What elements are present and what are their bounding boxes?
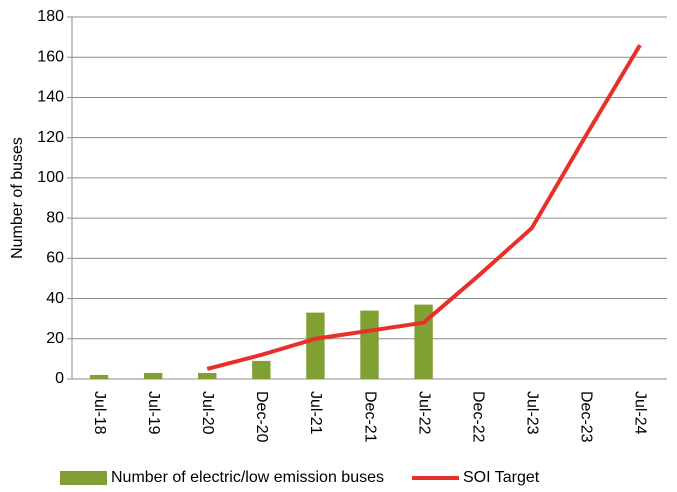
x-tick-label: Jul-18 [91, 391, 108, 435]
y-tick-label: 0 [55, 370, 64, 387]
x-tick-label: Jul-19 [145, 391, 162, 435]
y-tick-label: 20 [46, 330, 64, 347]
y-tick-label: 160 [37, 48, 64, 65]
x-tick-label: Jul-20 [199, 391, 216, 435]
bar [360, 310, 379, 379]
y-axis-label: Number of buses [9, 137, 26, 259]
x-tick-label: Jul-22 [415, 391, 432, 435]
y-tick-label: 100 [37, 169, 64, 186]
line [206, 44, 642, 371]
x-tick-label: Dec-22 [469, 391, 486, 443]
x-tick-label: Jul-23 [524, 391, 541, 435]
bar [198, 372, 217, 379]
bar [252, 360, 271, 379]
y-tick-label: 180 [37, 8, 64, 25]
x-tick-label: Dec-20 [253, 391, 270, 443]
x-tick-label: Dec-21 [361, 391, 378, 443]
y-tick-label: 60 [46, 250, 64, 267]
legend-swatch [60, 471, 107, 485]
x-tick-label: Jul-24 [632, 391, 649, 435]
y-tick-label: 140 [37, 89, 64, 106]
y-tick-label: 40 [46, 290, 64, 307]
y-tick-label: 80 [46, 209, 64, 226]
x-tick-label: Jul-21 [307, 391, 324, 435]
x-tick-label: Dec-23 [578, 391, 595, 443]
legend-label: Number of electric/low emission buses [111, 469, 384, 486]
bar [143, 372, 163, 379]
bar [306, 312, 325, 379]
legend-label: SOI Target [463, 469, 540, 486]
y-tick-label: 120 [37, 129, 64, 146]
bar [89, 374, 109, 379]
